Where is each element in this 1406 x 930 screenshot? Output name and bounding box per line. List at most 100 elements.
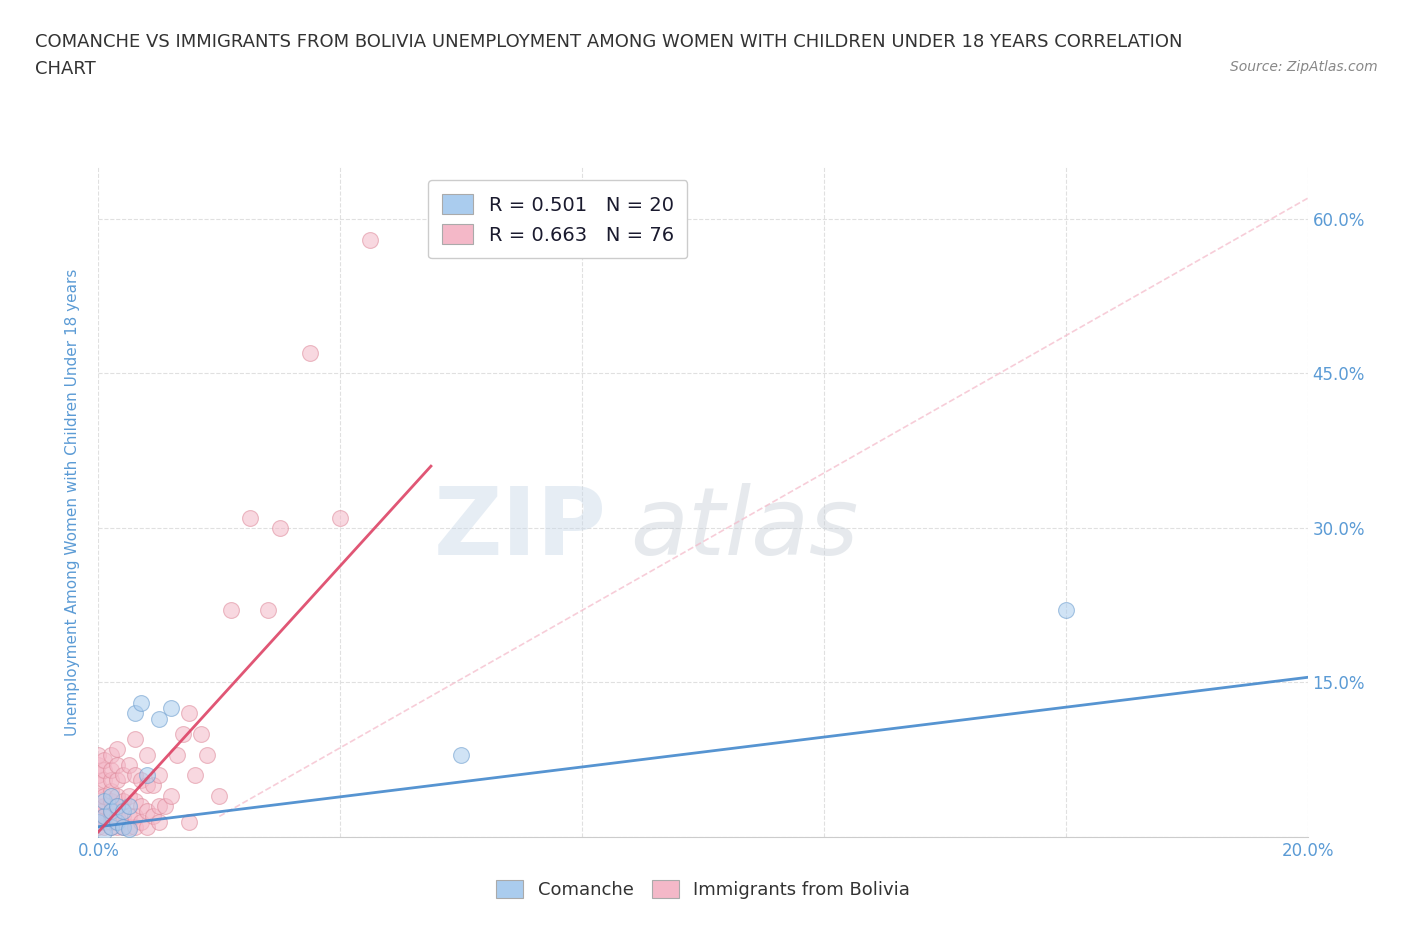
Point <box>111 804 134 818</box>
Point <box>124 819 146 834</box>
Point <box>93 763 115 777</box>
Point <box>105 814 128 829</box>
Point <box>111 793 134 808</box>
Point <box>87 757 110 772</box>
Point <box>208 789 231 804</box>
Point <box>256 603 278 618</box>
Point <box>172 726 194 741</box>
Point <box>118 819 141 834</box>
Point <box>118 757 141 772</box>
Point <box>450 747 472 762</box>
Point <box>93 819 115 834</box>
Text: CHART: CHART <box>35 60 96 78</box>
Point <box>142 809 165 824</box>
Point <box>129 799 152 814</box>
Point <box>87 819 110 834</box>
Point <box>135 778 157 793</box>
Point <box>124 768 146 783</box>
Point <box>87 778 110 793</box>
Point <box>135 747 157 762</box>
Point <box>329 511 352 525</box>
Point <box>87 814 110 829</box>
Point <box>93 793 115 808</box>
Point <box>87 747 110 762</box>
Point <box>100 793 122 808</box>
Point <box>148 768 170 783</box>
Point <box>166 747 188 762</box>
Point <box>195 747 218 762</box>
Point <box>87 789 110 804</box>
Text: COMANCHE VS IMMIGRANTS FROM BOLIVIA UNEMPLOYMENT AMONG WOMEN WITH CHILDREN UNDER: COMANCHE VS IMMIGRANTS FROM BOLIVIA UNEM… <box>35 33 1182 50</box>
Point <box>100 819 122 834</box>
Point <box>190 726 212 741</box>
Point <box>118 809 141 824</box>
Point <box>129 814 152 829</box>
Point <box>269 521 291 536</box>
Point <box>100 804 122 818</box>
Point <box>93 824 115 839</box>
Point <box>105 789 128 804</box>
Point <box>221 603 243 618</box>
Point <box>100 789 122 804</box>
Point <box>1054 603 1077 618</box>
Text: Source: ZipAtlas.com: Source: ZipAtlas.com <box>1230 60 1378 74</box>
Point <box>105 742 128 757</box>
Point <box>299 345 322 360</box>
Point <box>153 799 176 814</box>
Point <box>93 809 115 824</box>
Point <box>118 789 141 804</box>
Text: ZIP: ZIP <box>433 483 606 575</box>
Point <box>93 799 115 814</box>
Point <box>100 814 122 829</box>
Point <box>239 511 262 525</box>
Point <box>87 799 110 814</box>
Point <box>87 804 110 818</box>
Point <box>135 819 157 834</box>
Point <box>124 793 146 808</box>
Point <box>105 799 128 814</box>
Y-axis label: Unemployment Among Women with Children Under 18 years: Unemployment Among Women with Children U… <box>65 269 80 736</box>
Point <box>135 804 157 818</box>
Point <box>105 809 128 824</box>
Point <box>111 819 134 834</box>
Text: atlas: atlas <box>630 484 859 575</box>
Point <box>87 768 110 783</box>
Point <box>93 814 115 829</box>
Point <box>100 783 122 798</box>
Point <box>111 819 134 834</box>
Point <box>100 763 122 777</box>
Point <box>111 768 134 783</box>
Point <box>105 799 128 814</box>
Point <box>100 773 122 788</box>
Point <box>360 232 382 247</box>
Point <box>93 809 115 824</box>
Point <box>93 752 115 767</box>
Point <box>105 773 128 788</box>
Point <box>105 819 128 834</box>
Point <box>124 706 146 721</box>
Point <box>111 809 134 824</box>
Point <box>100 809 122 824</box>
Point <box>148 799 170 814</box>
Point <box>179 706 201 721</box>
Point <box>179 814 201 829</box>
Point <box>93 773 115 788</box>
Point <box>129 773 152 788</box>
Point <box>100 747 122 762</box>
Point <box>135 768 157 783</box>
Point <box>87 809 110 824</box>
Point <box>124 732 146 747</box>
Point <box>93 789 115 804</box>
Point <box>129 696 152 711</box>
Point <box>142 778 165 793</box>
Point <box>148 814 170 829</box>
Point <box>184 768 207 783</box>
Legend: Comanche, Immigrants from Bolivia: Comanche, Immigrants from Bolivia <box>486 870 920 909</box>
Point <box>87 814 110 829</box>
Point <box>148 711 170 726</box>
Point <box>124 809 146 824</box>
Point <box>118 821 141 836</box>
Point <box>100 804 122 818</box>
Point <box>105 757 128 772</box>
Point <box>160 789 183 804</box>
